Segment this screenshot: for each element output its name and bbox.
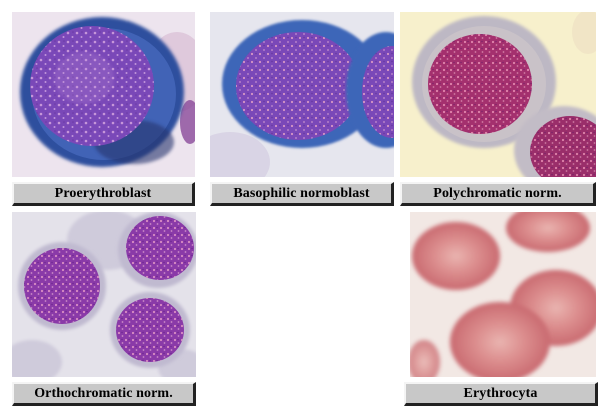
proerythroblast-micrograph	[12, 12, 195, 177]
orthochromatic-normoblast-label: Orthochromatic norm.	[12, 382, 196, 406]
erythrocyta-micrograph	[410, 212, 596, 377]
polychromatic-normoblast-image	[400, 12, 596, 177]
erythrocyta-label: Erythrocyta	[404, 382, 598, 406]
proerythroblast-label: Proerythroblast	[12, 182, 195, 206]
basophilic-normoblast-micrograph	[210, 12, 394, 177]
proerythroblast-image	[12, 12, 195, 177]
basophilic-normoblast-image	[210, 12, 394, 177]
basophilic-normoblast-label: Basophilic normoblast	[210, 182, 394, 206]
polychromatic-normoblast-label: Polychromatic norm.	[400, 182, 596, 206]
polychromatic-normoblast-micrograph	[400, 12, 596, 177]
erythrocyta-image	[410, 212, 596, 377]
orthochromatic-normoblast-image	[12, 212, 196, 377]
orthochromatic-normoblast-micrograph	[12, 212, 196, 377]
